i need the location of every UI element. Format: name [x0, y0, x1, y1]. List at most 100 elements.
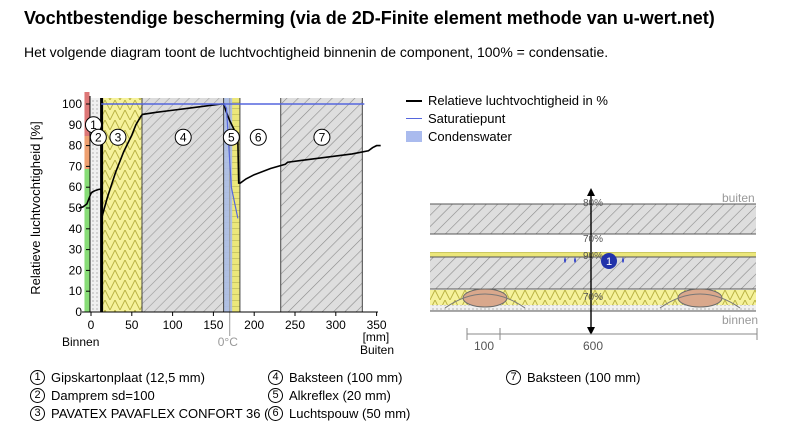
series-line-rh	[78, 103, 381, 219]
layer-number: 6	[268, 405, 283, 421]
layer-marker-circle	[313, 128, 331, 146]
layer-marker-circle	[249, 128, 267, 146]
detail-iso-label: 70%	[583, 234, 603, 245]
y-axis-label: Relatieve luchtvochtigheid [%]	[28, 121, 43, 294]
drop-icon	[622, 257, 624, 263]
layer-marker-number: 2	[95, 130, 102, 144]
x-unit-label: [mm]	[363, 330, 390, 344]
detail-iso-label: 70%	[583, 292, 603, 303]
detail-arrow-up	[587, 188, 595, 196]
x-tick-label: 100	[163, 318, 183, 332]
y-tick-label: 40	[69, 222, 83, 236]
layer-marker-number: 4	[180, 130, 187, 144]
layer-number: 4	[268, 369, 283, 385]
y-tick-label: 90	[69, 118, 83, 132]
x-tick-label: 350	[367, 318, 387, 332]
layer-marker-number: 7	[319, 130, 326, 144]
detail-marker-number: 1	[606, 256, 612, 268]
layer-number: 7	[506, 369, 521, 385]
legend-item-rh: Relatieve luchtvochtigheid in %	[406, 92, 608, 109]
detail-stud	[462, 288, 508, 308]
y-tick-label: 10	[69, 284, 83, 298]
detail-iso-label: 80%	[583, 198, 603, 209]
detail-stud	[677, 288, 723, 308]
layer-marker-number: 3	[115, 130, 122, 144]
legend-item-condensation: Condenswater	[406, 128, 512, 145]
x-tick-label: 50	[125, 318, 139, 332]
layer-item: 2 Damprem sd=100	[30, 386, 155, 404]
chart-left-caption: Binnen	[62, 335, 100, 349]
chart-series	[78, 103, 381, 219]
room-band-red	[84, 92, 90, 136]
x-tick-label: 300	[326, 318, 346, 332]
y-tick-label: 30	[69, 243, 83, 257]
x-tick-label: 150	[203, 318, 223, 332]
y-tick-label: 50	[69, 201, 83, 215]
layer-number: 2	[30, 387, 45, 403]
layer-marker-circle	[109, 128, 127, 146]
layer-marker-number: 1	[90, 118, 97, 132]
layer-marker-number: 5	[228, 130, 235, 144]
page-subtitle: Het volgende diagram toont de luchtvocht…	[24, 44, 609, 60]
layer-backgrounds	[84, 92, 363, 312]
detail-iso-label: 90%	[583, 251, 603, 262]
x-tick-label: 250	[285, 318, 305, 332]
layer-label: Gipskartonplaat (12,5 mm)	[51, 369, 205, 385]
layer-marker-number: 6	[255, 130, 262, 144]
layer-label: PAVATEX PAVAFLEX CONFORT 36 (50 mm)	[51, 405, 313, 421]
room-band-green	[84, 169, 90, 312]
x-tick-label: 0	[88, 318, 95, 332]
legend-label-rh: Relatieve luchtvochtigheid in %	[428, 93, 608, 108]
detail-gypsum	[430, 305, 756, 311]
y-tick-label: 60	[69, 180, 83, 194]
series-line-saturation-dip	[223, 103, 239, 219]
legend-label-condensation: Condenswater	[428, 129, 512, 144]
layer-marker-circle	[222, 128, 240, 146]
layer-label: Luchtspouw (50 mm)	[289, 405, 411, 421]
zero-c-label: 0°C	[218, 335, 238, 349]
detail-marker-circle	[601, 253, 617, 269]
layer-item: 1 Gipskartonplaat (12,5 mm)	[30, 368, 205, 386]
detail-iso-curve	[659, 293, 741, 309]
legend-label-saturation: Saturatiepunt	[428, 111, 506, 126]
layer-number: 1	[30, 369, 45, 385]
chart-right-caption: Buiten	[360, 343, 395, 357]
y-tick-label: 0	[75, 305, 82, 319]
layer-number: 3	[30, 405, 45, 421]
layer-markers: 12 3 4 5 6 7	[84, 116, 331, 146]
detail-insulation	[430, 290, 756, 305]
detail-brick-inner	[430, 257, 756, 289]
y-tick-label: 70	[69, 159, 83, 173]
y-tick-label: 100	[62, 97, 82, 111]
drop-icon	[564, 257, 566, 263]
layer-number: 5	[268, 387, 283, 403]
dimension-label: 100	[474, 339, 494, 353]
y-tick-label: 80	[69, 139, 83, 153]
drop-icon	[574, 257, 576, 263]
layer-label: Baksteen (100 mm)	[527, 369, 641, 385]
detail-brick-outer	[430, 204, 756, 234]
detail-iso-curve	[444, 293, 526, 309]
layer-label: Alkreflex (20 mm)	[289, 387, 391, 403]
page-title: Vochtbestendige bescherming (via de 2D-F…	[24, 8, 715, 28]
layer-item: 4 Baksteen (100 mm)	[268, 368, 402, 386]
dimension-label: 600	[583, 339, 603, 353]
layer-marker-circle	[89, 128, 107, 146]
detail-arrow-down	[587, 327, 595, 335]
y-tick-label: 20	[69, 263, 83, 277]
detail-alkreflex	[430, 252, 756, 257]
layer-item: 3 PAVATEX PAVAFLEX CONFORT 36 (50 mm)	[30, 404, 313, 422]
layer-marker-circle	[174, 128, 192, 146]
layer-item: 5 Alkreflex (20 mm)	[268, 386, 391, 404]
layer-item: 6 Luchtspouw (50 mm)	[268, 404, 411, 422]
detail-cavity	[430, 236, 756, 252]
legend-item-saturation: Saturatiepunt	[406, 110, 505, 127]
layer-gypsum	[91, 98, 102, 312]
layer-label: Damprem sd=100	[51, 387, 155, 403]
x-tick-label: 200	[244, 318, 264, 332]
condensation-band	[224, 98, 233, 312]
layer-label: Baksteen (100 mm)	[289, 369, 403, 385]
detail-top-label: buiten	[722, 191, 755, 205]
